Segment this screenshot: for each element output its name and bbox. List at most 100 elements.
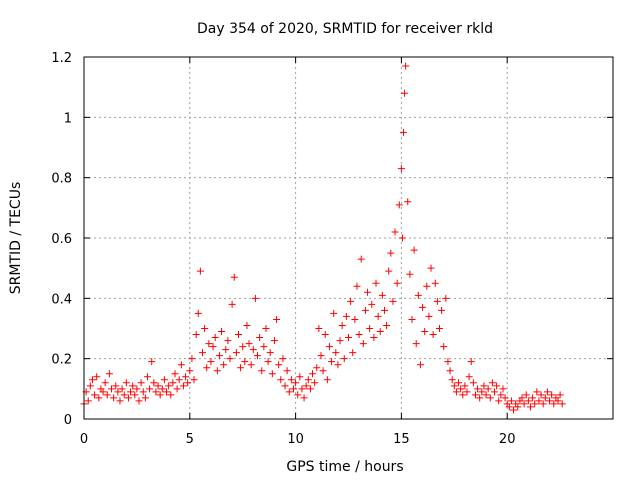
- data-point: [558, 400, 566, 408]
- data-point: [86, 382, 94, 390]
- data-point: [482, 391, 490, 399]
- data-point: [179, 382, 187, 390]
- data-point: [364, 288, 372, 296]
- data-point: [366, 325, 374, 332]
- data-point: [220, 361, 228, 369]
- data-point: [175, 376, 183, 384]
- data-point: [135, 397, 143, 405]
- y-tick-label: 1.2: [51, 51, 72, 66]
- data-point: [476, 394, 484, 402]
- x-axis-title: GPS time / hours: [286, 459, 403, 475]
- data-point: [163, 388, 171, 396]
- data-point: [524, 397, 532, 405]
- data-point: [194, 309, 202, 317]
- data-point: [277, 376, 285, 384]
- data-point: [234, 331, 242, 339]
- data-point: [302, 382, 310, 390]
- data-point: [186, 367, 194, 375]
- data-point: [198, 349, 206, 357]
- data-point: [376, 328, 384, 336]
- data-point: [357, 255, 365, 263]
- data-point: [455, 379, 463, 387]
- data-point: [410, 246, 418, 254]
- data-point: [402, 62, 410, 70]
- data-point: [313, 364, 321, 372]
- data-point: [93, 373, 101, 381]
- data-point: [546, 397, 554, 405]
- data-point: [228, 300, 236, 308]
- data-point: [230, 273, 238, 281]
- data-point: [232, 349, 240, 357]
- data-point: [467, 358, 475, 366]
- data-point: [444, 358, 452, 366]
- data-point: [450, 382, 458, 390]
- data-point: [239, 343, 247, 351]
- data-point: [505, 403, 513, 411]
- data-point: [226, 355, 234, 363]
- data-point: [438, 306, 446, 314]
- data-point: [213, 367, 221, 375]
- data-point: [510, 406, 518, 414]
- data-point: [463, 388, 471, 396]
- data-point: [148, 358, 156, 366]
- data-point: [133, 385, 141, 393]
- data-point: [289, 385, 297, 393]
- data-point: [118, 385, 126, 393]
- data-point: [156, 391, 164, 399]
- data-point: [205, 340, 213, 348]
- data-point: [514, 403, 522, 411]
- data-point: [395, 201, 403, 209]
- data-point: [323, 376, 331, 384]
- data-point: [427, 264, 435, 272]
- data-point: [207, 358, 215, 366]
- x-tick-label: 20: [499, 432, 516, 447]
- data-point: [433, 297, 441, 305]
- data-point: [359, 340, 367, 348]
- data-point: [412, 340, 420, 348]
- data-point: [321, 331, 329, 339]
- data-point: [389, 297, 397, 305]
- data-point: [141, 394, 149, 402]
- data-point: [400, 128, 408, 136]
- data-point: [391, 228, 399, 236]
- data-point: [398, 234, 406, 242]
- data-point: [556, 391, 564, 399]
- data-point: [442, 294, 450, 302]
- data-point: [300, 394, 308, 402]
- data-point: [237, 364, 245, 372]
- data-point: [393, 279, 401, 287]
- data-point: [414, 291, 422, 299]
- data-point: [292, 379, 300, 387]
- data-point: [543, 388, 551, 396]
- data-point: [385, 267, 393, 275]
- data-point: [95, 394, 103, 402]
- data-point: [262, 325, 270, 332]
- data-point: [190, 376, 198, 384]
- data-point: [124, 394, 132, 402]
- data-point: [448, 376, 456, 384]
- data-point: [285, 388, 293, 396]
- data-point: [150, 379, 158, 387]
- data-point: [493, 382, 501, 390]
- data-point: [101, 379, 109, 387]
- data-point: [110, 394, 118, 402]
- data-point: [160, 376, 168, 384]
- data-point: [158, 385, 166, 393]
- data-point: [120, 391, 128, 399]
- data-point: [296, 373, 304, 381]
- data-point: [215, 352, 223, 360]
- data-point: [275, 361, 283, 369]
- data-point: [488, 379, 496, 387]
- data-point: [387, 249, 395, 257]
- data-point: [249, 346, 257, 354]
- data-point: [469, 379, 477, 387]
- data-point: [224, 337, 232, 345]
- data-point: [173, 385, 181, 393]
- data-point: [146, 385, 154, 393]
- data-point: [429, 331, 437, 339]
- y-tick-label: 0.2: [51, 353, 72, 368]
- data-point: [254, 352, 262, 360]
- axis-ticks: 0 5 10 15 20 0 0.2 0.4 0.6 0.8 1 1.2: [51, 51, 613, 447]
- data-point: [88, 376, 96, 384]
- data-point: [383, 321, 391, 329]
